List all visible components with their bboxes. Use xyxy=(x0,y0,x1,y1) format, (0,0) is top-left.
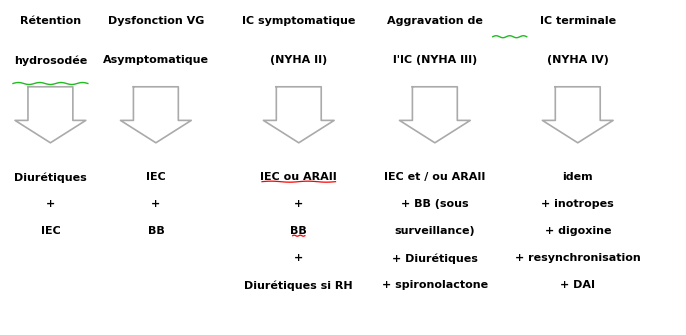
Text: IEC et / ou ARAII: IEC et / ou ARAII xyxy=(384,173,486,183)
Polygon shape xyxy=(543,87,613,143)
Text: hydrosodée: hydrosodée xyxy=(14,56,87,66)
Text: Rétention: Rétention xyxy=(20,16,81,26)
Text: +: + xyxy=(294,199,303,209)
Text: idem: idem xyxy=(563,173,593,183)
Text: + BB (sous: + BB (sous xyxy=(401,199,469,209)
Text: + DAI: + DAI xyxy=(560,280,595,290)
Text: IEC: IEC xyxy=(40,226,60,237)
Text: BB: BB xyxy=(290,226,307,237)
Text: Diurétiques: Diurétiques xyxy=(14,173,87,183)
Text: BB: BB xyxy=(147,226,164,237)
Text: (NYHA IV): (NYHA IV) xyxy=(547,56,608,65)
Text: +: + xyxy=(151,199,161,209)
Text: (NYHA II): (NYHA II) xyxy=(270,56,327,65)
Text: IEC ou ARAII: IEC ou ARAII xyxy=(261,173,337,183)
Text: Diurétiques si RH: Diurétiques si RH xyxy=(244,280,353,291)
Text: +: + xyxy=(46,199,55,209)
Polygon shape xyxy=(15,87,86,143)
Text: + resynchronisation: + resynchronisation xyxy=(515,254,641,264)
Polygon shape xyxy=(263,87,334,143)
Polygon shape xyxy=(121,87,191,143)
Text: IC symptomatique: IC symptomatique xyxy=(242,16,355,26)
Text: + digoxine: + digoxine xyxy=(545,226,611,237)
Text: Dysfonction VG: Dysfonction VG xyxy=(108,16,204,26)
Text: surveillance): surveillance) xyxy=(394,226,475,237)
Polygon shape xyxy=(399,87,470,143)
Text: + Diurétiques: + Diurétiques xyxy=(392,254,477,264)
Text: Asymptomatique: Asymptomatique xyxy=(103,56,209,65)
Text: +: + xyxy=(294,254,303,264)
Text: IC terminale: IC terminale xyxy=(540,16,616,26)
Text: + spironolactone: + spironolactone xyxy=(382,280,488,290)
Text: Aggravation de: Aggravation de xyxy=(387,16,483,26)
Text: l'IC (NYHA III): l'IC (NYHA III) xyxy=(392,56,477,65)
Text: + inotropes: + inotropes xyxy=(541,199,614,209)
Text: IEC: IEC xyxy=(146,173,166,183)
